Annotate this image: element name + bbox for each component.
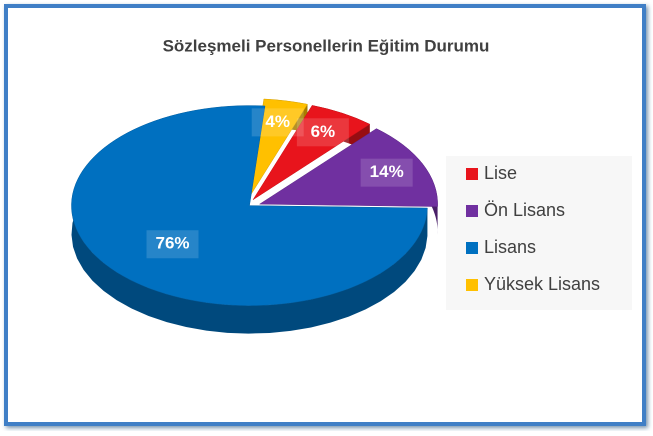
legend-swatch: [466, 205, 478, 217]
legend-swatch: [466, 242, 478, 254]
slice: [248, 98, 308, 199]
chart-title: Sözleşmeli Personellerin Eğitim Durumu: [163, 36, 490, 55]
slice: [71, 105, 428, 306]
legend-label: Yüksek Lisans: [484, 274, 600, 294]
legend-swatch: [466, 168, 478, 180]
data-label-bg: [296, 118, 349, 147]
legend-label: Lisans: [484, 237, 536, 257]
data-label: 4%: [265, 112, 290, 131]
data-label: 14%: [370, 162, 404, 181]
legend-swatch: [466, 279, 478, 291]
slice: [252, 105, 371, 200]
slice: [258, 128, 438, 207]
legend-label: Ön Lisans: [484, 200, 565, 220]
data-label-bg: [251, 108, 304, 137]
data-label: 76%: [155, 234, 189, 253]
data-label: 6%: [311, 122, 336, 141]
legend-label: Lise: [484, 163, 517, 183]
data-label-bg: [360, 158, 413, 187]
data-label-bg: [146, 230, 199, 259]
